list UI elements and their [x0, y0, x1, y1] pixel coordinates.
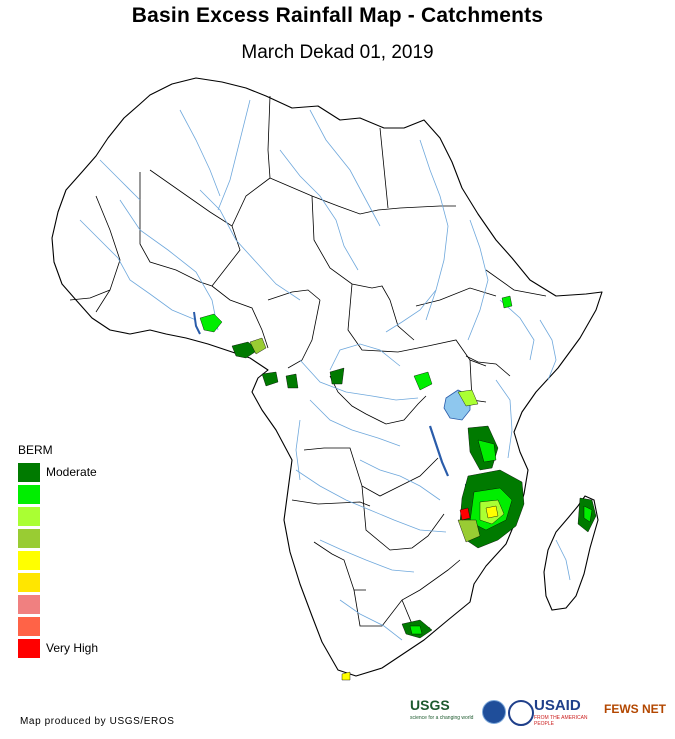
- legend-swatch: [18, 551, 40, 570]
- noaa-seal-icon: [482, 700, 506, 724]
- fewsnet-logo: FEWS NET: [604, 700, 672, 718]
- legend-item: [18, 595, 158, 617]
- lake-tanganyika: [428, 425, 450, 477]
- legend-swatch: [18, 463, 40, 482]
- legend-item: [18, 485, 158, 507]
- excess-rainfall-areas: [199, 295, 597, 681]
- legend-item: Very High: [18, 639, 158, 661]
- river-network: [79, 99, 571, 641]
- legend-item: [18, 529, 158, 551]
- map-credit: Map produced by USGS/EROS: [20, 716, 175, 727]
- usaid-tagline: FROM THE AMERICAN PEOPLE: [534, 715, 588, 727]
- legend-label: Moderate: [46, 465, 97, 479]
- legend-swatch: [18, 595, 40, 614]
- legend-item: [18, 551, 158, 573]
- usaid-seal-icon: [508, 700, 534, 726]
- map-subtitle: March Dekad 01, 2019: [241, 42, 434, 63]
- fewsnet-logo-text: FEWS NET: [604, 702, 666, 716]
- usaid-logo-text: USAID: [534, 697, 581, 714]
- legend-item: [18, 617, 158, 639]
- legend-item: [18, 573, 158, 595]
- legend-swatch: [18, 507, 40, 526]
- usgs-logo: USGS science for a changing world: [410, 697, 478, 721]
- legend-swatch: [18, 617, 40, 636]
- berm-legend: BERM Moderate Very High: [18, 443, 158, 661]
- legend-swatch: [18, 529, 40, 548]
- legend-item: Moderate: [18, 463, 158, 485]
- legend-item: [18, 507, 158, 529]
- legend-label: Very High: [46, 641, 99, 655]
- usgs-logo-text: USGS: [410, 697, 450, 713]
- lake-volta: [193, 311, 201, 335]
- legend-swatch: [18, 485, 40, 504]
- agency-logos: USGS science for a changing world USAID …: [410, 697, 672, 731]
- usgs-tagline: science for a changing world: [410, 715, 474, 721]
- legend-title: BERM: [18, 443, 53, 457]
- legend-swatch: [18, 639, 40, 658]
- legend-swatch: [18, 573, 40, 592]
- map-title: Basin Excess Rainfall Map - Catchments: [131, 4, 544, 27]
- usaid-logo: USAID FROM THE AMERICAN PEOPLE: [534, 697, 600, 727]
